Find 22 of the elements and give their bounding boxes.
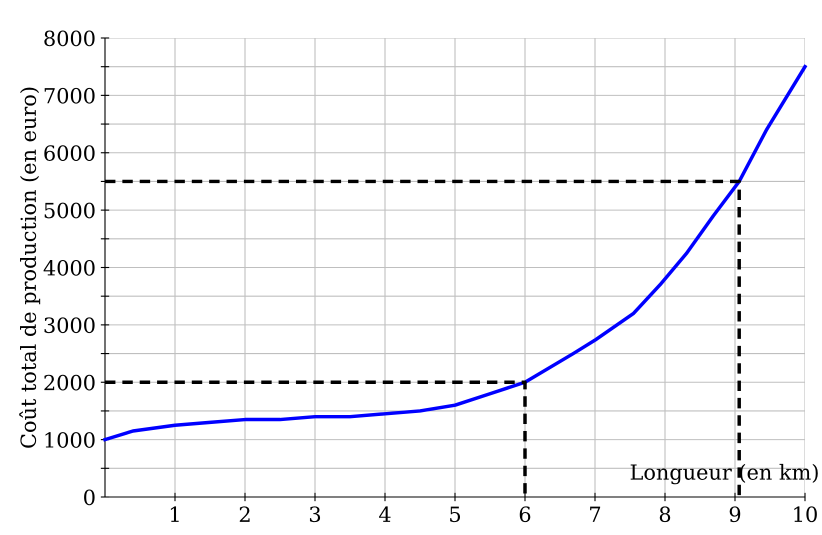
- x-tick-label: 5: [450, 506, 460, 522]
- y-tick-label: 5000: [44, 202, 95, 218]
- x-tick-label: 1: [170, 506, 179, 522]
- y-tick-label: 0: [84, 489, 95, 506]
- y-tick-label: 8000: [44, 30, 95, 46]
- y-tick-label: 6000: [44, 145, 95, 161]
- y-axis-title: Coût total de production (en euro): [19, 88, 40, 448]
- x-tick-label: 4: [379, 506, 391, 522]
- y-tick-label: 3000: [44, 317, 95, 334]
- x-tick-label: 3: [310, 506, 320, 522]
- y-tick-label: 2000: [44, 374, 95, 390]
- x-tick-label: 2: [240, 506, 250, 522]
- x-tick-label: 10: [794, 506, 817, 522]
- y-tick-label: 4000: [44, 260, 95, 276]
- y-tick-label: 7000: [44, 88, 95, 104]
- x-tick-label: 6: [520, 506, 530, 522]
- line-series: [103, 64, 807, 442]
- x-tick-label: 8: [660, 506, 670, 522]
- x-tick-label: 9: [730, 506, 740, 522]
- x-tick-label: 7: [590, 506, 600, 522]
- y-tick-label: 1000: [45, 432, 95, 448]
- x-axis-title: Longueur (en km): [630, 464, 818, 484]
